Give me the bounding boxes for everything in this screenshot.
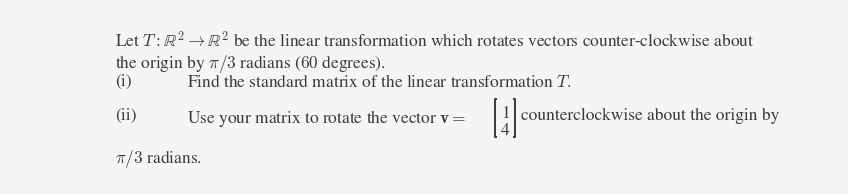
Text: 4: 4 (501, 123, 510, 139)
Text: 1: 1 (501, 107, 510, 122)
Text: the origin by $\pi/3$ radians ($60$ degrees).: the origin by $\pi/3$ radians ($60$ degr… (115, 53, 386, 74)
Text: (i): (i) (115, 74, 132, 90)
Text: Let $T : \mathbb{R}^2 \rightarrow \mathbb{R}^2$ be the linear transformation whi: Let $T : \mathbb{R}^2 \rightarrow \mathb… (115, 31, 755, 51)
Text: Use your matrix to rotate the vector $\mathbf{v} =$: Use your matrix to rotate the vector $\m… (187, 108, 466, 129)
Text: $\pi/3$ radians.: $\pi/3$ radians. (115, 148, 202, 170)
Text: Find the standard matrix of the linear transformation $T$.: Find the standard matrix of the linear t… (187, 74, 572, 91)
Text: counterclockwise about the origin by: counterclockwise about the origin by (522, 108, 780, 124)
Text: (ii): (ii) (115, 108, 137, 124)
